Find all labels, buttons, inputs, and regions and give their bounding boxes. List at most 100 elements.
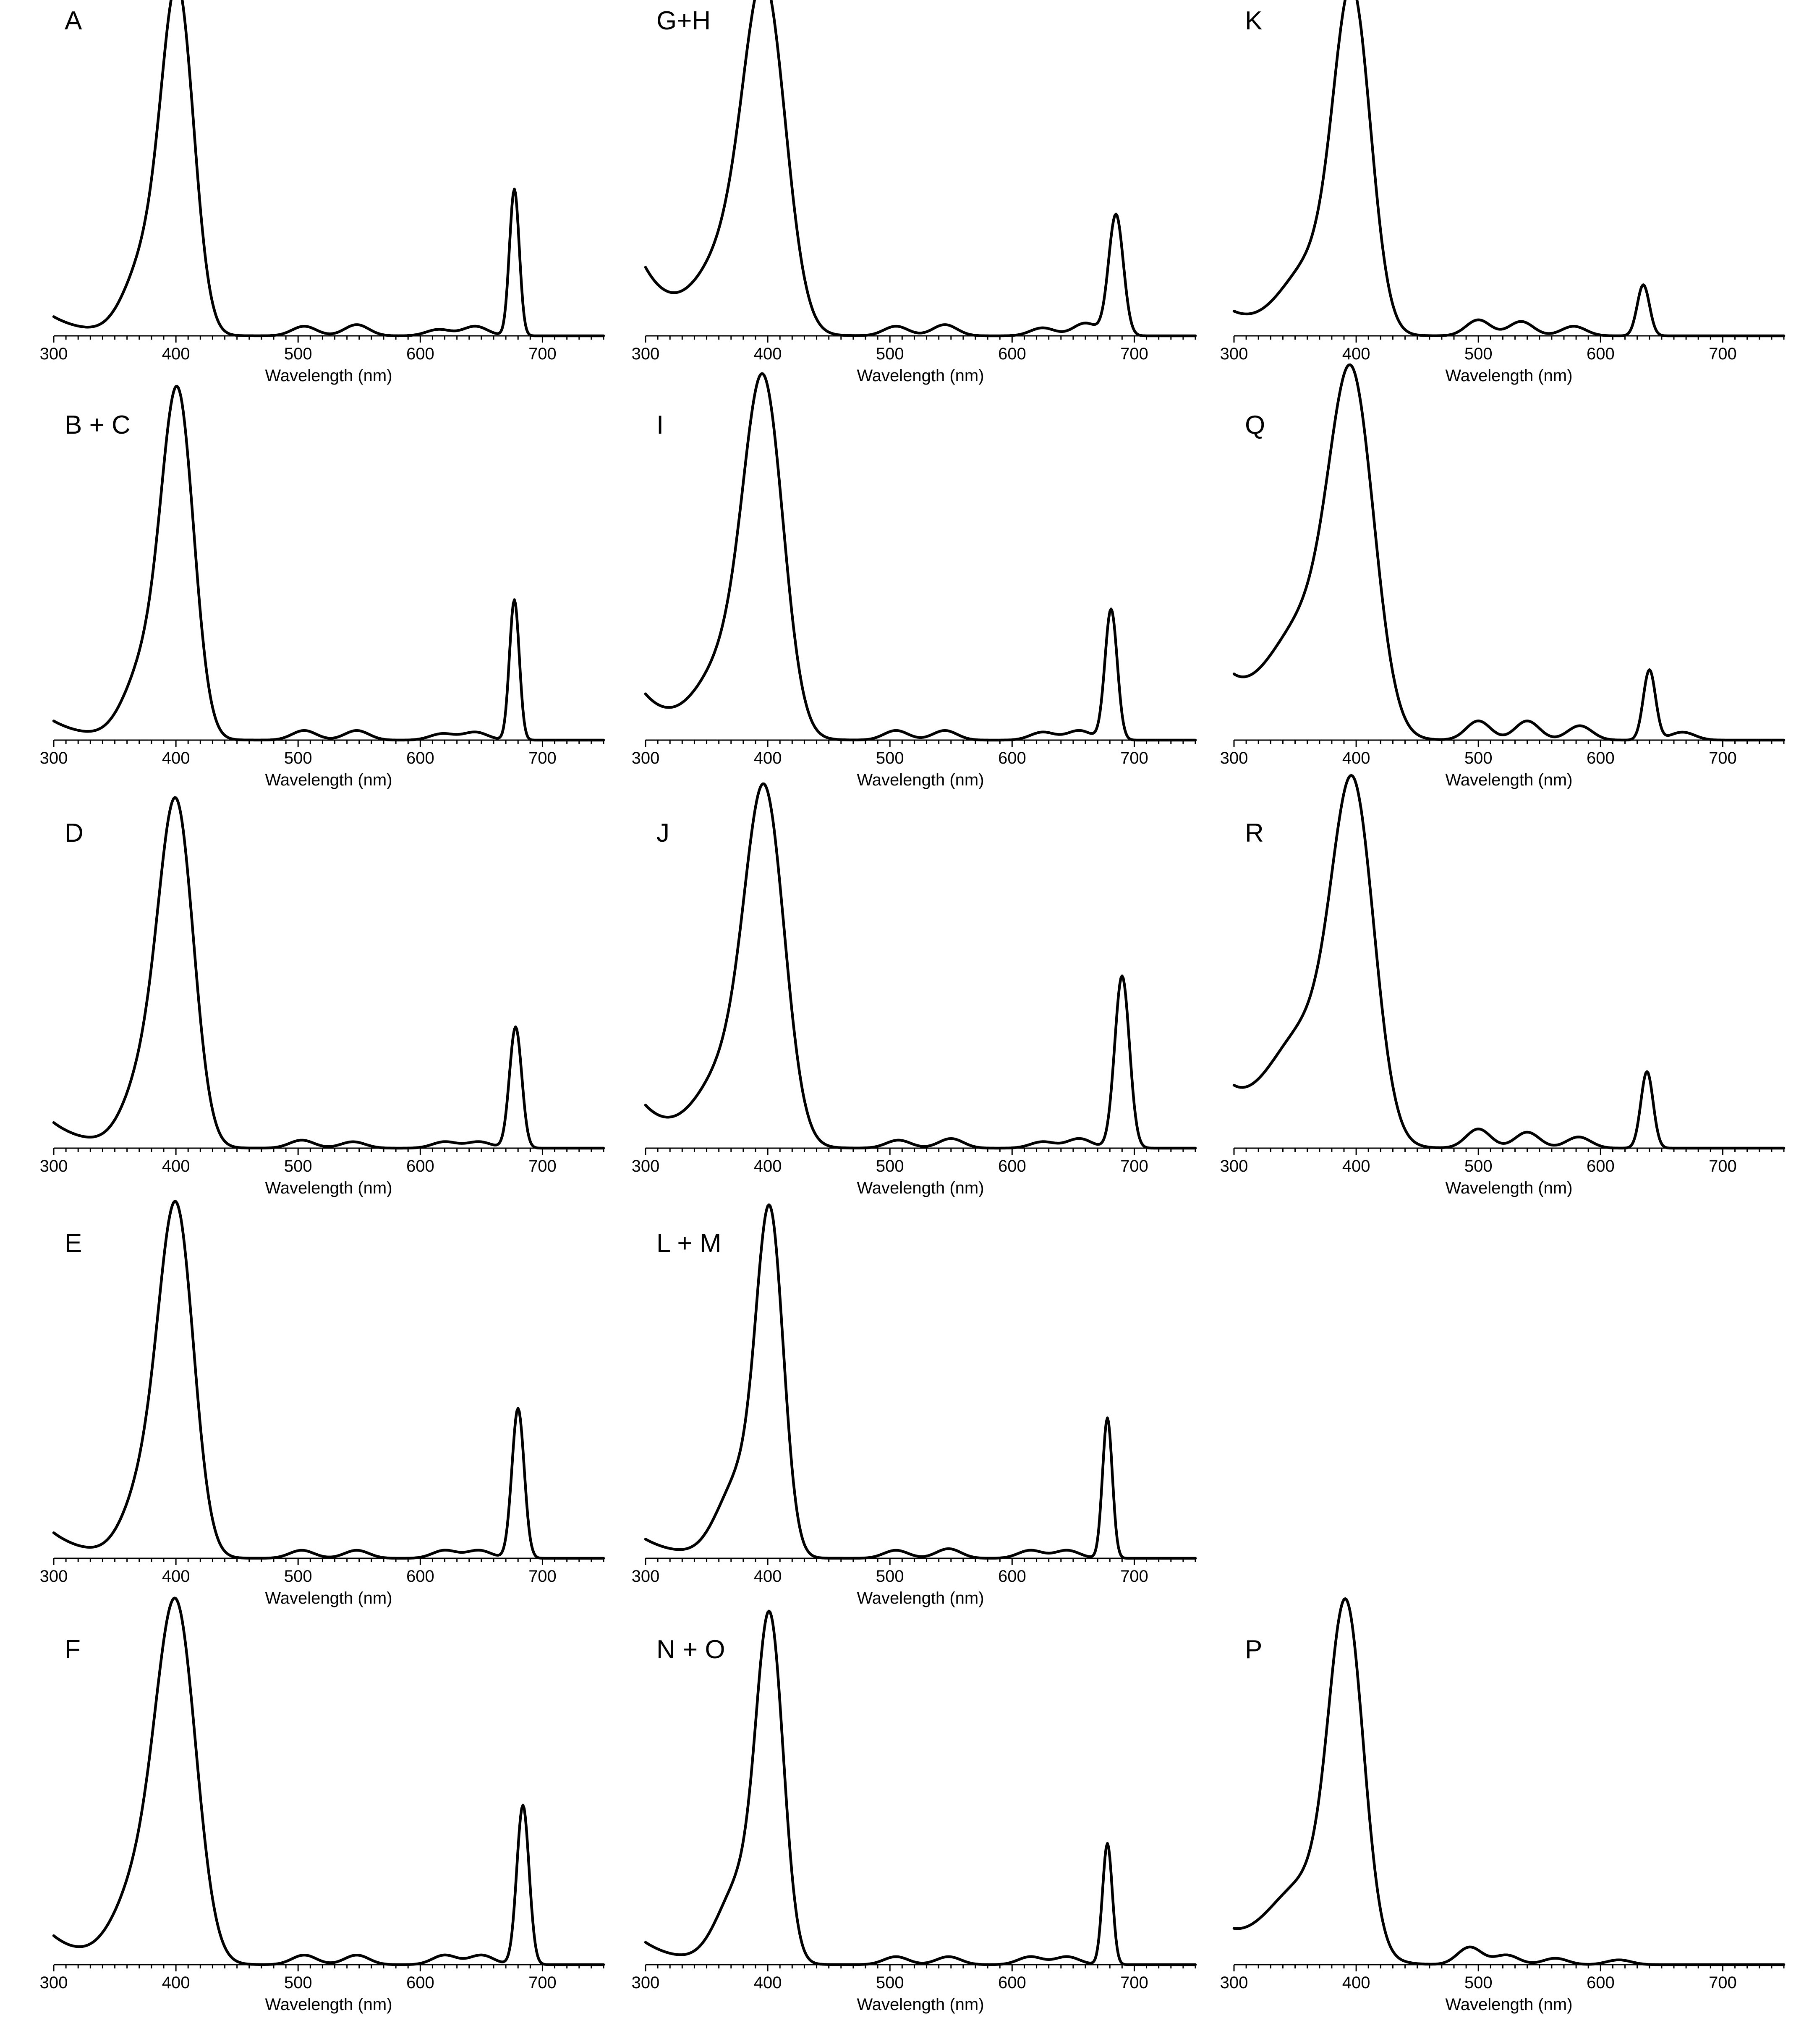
x-tick-label: 600 <box>998 345 1026 363</box>
x-axis-title: Wavelength (nm) <box>265 1589 392 1607</box>
x-tick-label: 700 <box>1709 345 1737 363</box>
x-tick-label: 300 <box>40 1973 68 1992</box>
x-tick-label: 300 <box>40 1157 68 1175</box>
x-tick-label: 700 <box>1120 345 1148 363</box>
x-axis-title: Wavelength (nm) <box>1445 366 1572 385</box>
x-axis-title: Wavelength (nm) <box>1445 1995 1572 2014</box>
x-tick-label: 400 <box>1342 749 1370 767</box>
x-tick-label: 700 <box>1120 1157 1148 1175</box>
x-axis-title: Wavelength (nm) <box>857 1995 984 2014</box>
spectrum-line <box>644 372 1197 742</box>
x-tick-label: 300 <box>40 345 68 363</box>
x-tick-label: 400 <box>1342 345 1370 363</box>
x-tick-label: 400 <box>754 749 782 767</box>
spectrum-line <box>644 782 1197 1150</box>
x-tick-label: 600 <box>406 749 434 767</box>
x-axis-title: Wavelength (nm) <box>1445 771 1572 789</box>
x-tick-label: 400 <box>162 749 190 767</box>
x-tick-label: 500 <box>876 1973 904 1992</box>
chart-panel: 300 400 500 600 700 Wavelength (nm) G+H <box>632 0 1197 385</box>
x-tick-label: 500 <box>284 749 312 767</box>
x-axis-title: Wavelength (nm) <box>265 1179 392 1197</box>
x-tick-label: 300 <box>40 749 68 767</box>
x-tick-label: 400 <box>1342 1973 1370 1992</box>
x-axis-title: Wavelength (nm) <box>265 771 392 789</box>
x-tick-label: 300 <box>632 1973 660 1992</box>
x-tick-label: 600 <box>998 1973 1026 1992</box>
chart-panel: 300 400 500 600 700 Wavelength (nm) A <box>40 0 605 385</box>
x-axis-title: Wavelength (nm) <box>857 366 984 385</box>
x-axis-title: Wavelength (nm) <box>857 1179 984 1197</box>
panel-label: K <box>1245 6 1262 35</box>
chart-panel: 300 400 500 600 700 Wavelength (nm) I <box>632 372 1197 789</box>
panel-label: R <box>1245 819 1264 848</box>
spectrum-line <box>52 1596 605 1966</box>
spectrum-line <box>1232 1597 1786 1966</box>
x-tick-label: 300 <box>1220 1157 1248 1175</box>
spectrum-line <box>52 0 605 338</box>
x-tick-label: 500 <box>876 1157 904 1175</box>
chart-panel: 300 400 500 600 700 Wavelength (nm) P <box>1220 1597 1786 2014</box>
x-tick-label: 700 <box>1709 1157 1737 1175</box>
x-tick-label: 400 <box>754 345 782 363</box>
x-tick-label: 700 <box>1709 1973 1737 1992</box>
panel-label: J <box>656 819 669 848</box>
x-tick-label: 500 <box>1464 749 1493 767</box>
x-tick-label: 500 <box>1464 1157 1493 1175</box>
x-tick-label: 600 <box>998 1567 1026 1586</box>
panel-label: I <box>656 411 664 440</box>
x-tick-label: 500 <box>284 1973 312 1992</box>
spectrum-line <box>644 1610 1197 1966</box>
x-tick-label: 400 <box>162 1567 190 1586</box>
x-tick-label: 700 <box>1120 1567 1148 1586</box>
spectrum-line <box>1232 363 1786 742</box>
chart-panel: 300 400 500 600 700 Wavelength (nm) J <box>632 782 1197 1197</box>
x-tick-label: 300 <box>632 345 660 363</box>
spectrum-line <box>52 1200 605 1560</box>
x-tick-label: 700 <box>528 749 557 767</box>
chart-panel: 300 400 500 600 700 Wavelength (nm) B + C <box>40 385 605 789</box>
x-tick-label: 500 <box>876 1567 904 1586</box>
x-tick-label: 300 <box>632 749 660 767</box>
panel-label: L + M <box>656 1229 722 1258</box>
x-tick-label: 600 <box>406 1567 434 1586</box>
x-tick-label: 500 <box>284 1157 312 1175</box>
panel-label: B + C <box>65 411 131 440</box>
panel-label: A <box>65 6 82 35</box>
x-tick-label: 400 <box>754 1973 782 1992</box>
spectrum-line <box>644 0 1197 338</box>
x-tick-label: 400 <box>162 345 190 363</box>
chart-panel: 300 400 500 600 700 Wavelength (nm) R <box>1220 774 1786 1197</box>
x-tick-label: 500 <box>284 345 312 363</box>
x-tick-label: 400 <box>162 1973 190 1992</box>
x-tick-label: 600 <box>1587 345 1615 363</box>
x-axis-title: Wavelength (nm) <box>857 771 984 789</box>
x-tick-label: 600 <box>406 1973 434 1992</box>
chart-panel: 300 400 500 600 700 Wavelength (nm) E <box>40 1200 605 1607</box>
x-tick-label: 400 <box>1342 1157 1370 1175</box>
x-tick-label: 500 <box>284 1567 312 1586</box>
panel-label: G+H <box>656 6 711 35</box>
x-tick-label: 300 <box>1220 1973 1248 1992</box>
x-tick-label: 600 <box>1587 1973 1615 1992</box>
x-tick-label: 400 <box>162 1157 190 1175</box>
x-tick-label: 300 <box>40 1567 68 1586</box>
x-tick-label: 600 <box>406 345 434 363</box>
x-tick-label: 300 <box>632 1157 660 1175</box>
x-tick-label: 700 <box>528 1157 557 1175</box>
panel-label: P <box>1245 1635 1262 1664</box>
x-tick-label: 700 <box>528 345 557 363</box>
panel-label: Q <box>1245 411 1265 440</box>
spectrum-line <box>1232 774 1786 1150</box>
x-axis-title: Wavelength (nm) <box>265 366 392 385</box>
x-tick-label: 600 <box>406 1157 434 1175</box>
spectrum-line <box>1232 0 1786 338</box>
x-tick-label: 600 <box>998 749 1026 767</box>
x-tick-label: 600 <box>1587 749 1615 767</box>
x-tick-label: 600 <box>1587 1157 1615 1175</box>
panel-label: N + O <box>656 1635 725 1664</box>
spectrum-line <box>52 385 605 742</box>
chart-panel: 300 400 500 600 700 Wavelength (nm) D <box>40 796 605 1197</box>
x-tick-label: 700 <box>528 1973 557 1992</box>
x-axis-title: Wavelength (nm) <box>265 1995 392 2014</box>
